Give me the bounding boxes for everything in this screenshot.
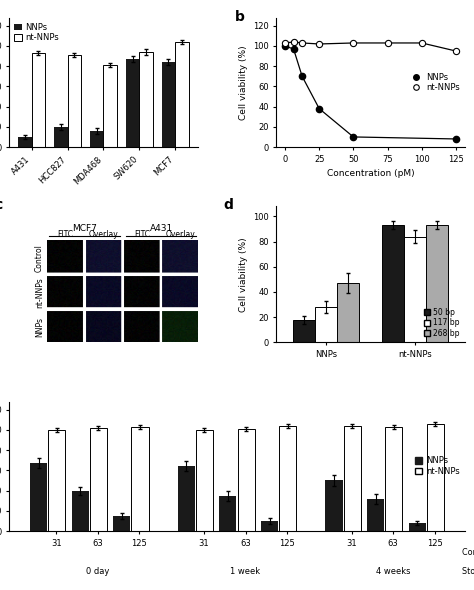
Bar [175,42,189,147]
Bar [90,428,107,531]
Bar [18,137,32,147]
Bar [426,225,448,342]
Bar [196,430,213,531]
Bar [54,127,68,147]
Bar [103,65,117,147]
Bar [90,131,103,147]
Text: c: c [0,198,3,212]
Bar [113,516,130,531]
Y-axis label: Cell viability (%): Cell viability (%) [238,237,247,312]
Bar [48,430,65,531]
Text: b: b [235,10,245,24]
Bar [279,426,296,531]
Text: Concentration (pM): Concentration (pM) [462,548,474,557]
Y-axis label: Cell viability (%): Cell viability (%) [238,45,247,120]
Bar [139,52,153,147]
Bar [404,237,426,342]
Bar [382,225,404,342]
Bar [219,496,237,531]
Bar [337,283,359,342]
Text: Storage time: Storage time [462,567,474,576]
Bar [326,480,343,531]
Bar [409,523,426,531]
Bar [315,307,337,342]
Legend: NNPs, nt-NNPs: NNPs, nt-NNPs [411,72,460,93]
Bar [385,427,402,531]
Text: 4 weeks: 4 weeks [376,567,410,576]
Legend: NNPs, nt-NNPs: NNPs, nt-NNPs [14,22,60,43]
Bar [30,463,47,531]
Bar [293,320,315,342]
Bar [367,499,384,531]
X-axis label: Concentration (pM): Concentration (pM) [327,169,414,178]
Legend: NNPs, nt-NNPs: NNPs, nt-NNPs [414,455,460,477]
Bar [261,521,278,531]
Bar [72,490,89,531]
Bar [126,59,139,147]
Text: 1 week: 1 week [230,567,261,576]
Bar [344,426,361,531]
Bar [131,427,148,531]
Text: d: d [224,198,234,212]
Legend: 50 bp, 117 bp, 268 bp: 50 bp, 117 bp, 268 bp [423,307,461,339]
Bar [68,55,81,147]
Bar [162,62,175,147]
Bar [427,424,444,531]
Bar [237,429,255,531]
Bar [178,466,195,531]
Text: 0 day: 0 day [86,567,109,576]
Bar [32,53,46,147]
